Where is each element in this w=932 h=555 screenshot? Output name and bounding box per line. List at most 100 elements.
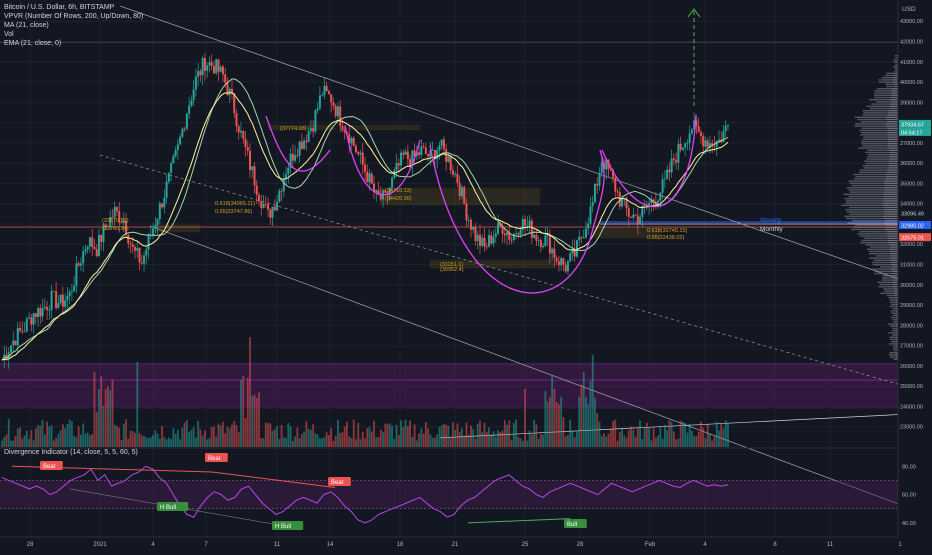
volume-bar [188,432,191,447]
volume-profile-bar [892,79,898,81]
volume-profile-bar [860,134,888,136]
candle-body [524,219,527,226]
volume-profile-bar [845,202,884,204]
volume-profile-bar [883,209,898,211]
candle-body [668,169,671,173]
candle-body [679,143,682,150]
volume-bar [609,429,612,447]
candle-body [41,308,44,317]
candle-body [75,263,78,286]
volume-bar [384,423,387,447]
volume-profile-bar [853,178,886,180]
volume-profile-bar [882,277,894,279]
volume-profile-bar [888,151,898,154]
volume-profile-bar [886,294,895,297]
volume-bar [48,426,51,447]
volume-profile-bar [888,167,898,169]
volume-bar [330,427,333,447]
candle-body [478,234,481,246]
volume-profile-bar [892,330,897,332]
candle-body [379,194,382,200]
volume-profile-bar [893,349,897,352]
volume-profile-bar [846,211,884,213]
volume-bar [546,401,549,447]
volume-profile-bar [888,110,898,112]
volume-bar [208,438,211,447]
candle-body [693,120,696,130]
volume-bar [688,423,691,447]
volume-bar [395,424,398,447]
oscillator-legend[interactable]: Divergence Indicator (14, close, 5, 5, 6… [4,449,138,456]
volume-bar [231,424,233,447]
candle-body [125,220,128,235]
volume-bar [7,419,10,447]
volume-profile-bar [863,112,889,114]
volume-profile-bar [895,332,898,334]
volume-bar [686,432,689,447]
candle-body [591,202,594,207]
candle-body [481,237,484,246]
fib-label: 0.618(32745.15) [647,228,688,234]
candle-body [578,236,581,241]
volume-bar [573,437,576,447]
volume-bar [154,430,157,447]
candle-body [91,237,94,247]
volume-bar [165,439,168,447]
candle-body [713,145,716,147]
volume-bar [199,429,202,447]
candle-body [717,139,720,141]
candle-body [506,232,509,236]
candle-body [174,149,177,157]
volume-profile-bar [886,72,895,74]
volume-profile-bar [865,244,889,246]
candle-body [172,156,175,164]
candle-body [706,140,709,148]
candle-body [440,139,443,146]
volume-profile-bar [896,319,898,321]
volume-bar [431,437,434,447]
vpvr-legend[interactable]: VPVR (Number Of Rows, 200, Up/Down, 80) [4,13,144,20]
volume-profile-bar [890,316,896,319]
candle-body [598,172,601,186]
candle-body [343,130,346,133]
bear-divergence-line [211,471,336,489]
volume-profile-bar [892,88,898,90]
volume-bar [12,440,15,447]
volume-bar [328,435,330,447]
candle-body [449,155,452,171]
volume-bar [558,404,560,447]
volume-bar [670,421,673,447]
volume-bar [438,426,441,447]
candle-body [100,234,103,242]
volume-profile-bar [866,248,890,250]
volume-bar [400,420,402,447]
volume-profile-bar [889,253,898,255]
candle-body [161,203,164,208]
volume-bar [131,431,134,447]
volume-bar [456,423,459,447]
candle-body [158,203,161,220]
ma-legend[interactable]: MA (21, close) [4,22,49,29]
candle-body [120,222,123,224]
candle-body [336,106,339,117]
volume-profile-bar [888,114,898,116]
volume-profile-bar [884,228,898,231]
volume-profile-bar [863,167,889,169]
candle-body [411,150,414,167]
volume-bar [222,421,224,447]
volume-bar [32,440,35,447]
volume-bar [303,431,306,447]
symbol-title[interactable]: Bitcoin / U.S. Dollar, 6h, BITSTAMP [4,4,115,11]
ema-legend[interactable]: EMA (21, close, 0) [4,40,62,47]
vol-legend[interactable]: Vol [4,31,14,38]
volume-bar [16,428,19,447]
volume-bar [269,423,272,447]
volume-bar [494,437,497,447]
candle-body [553,248,556,258]
volume-bar [278,438,281,447]
candle-body [152,228,155,236]
candle-body [352,137,355,147]
volume-bar [30,430,33,447]
